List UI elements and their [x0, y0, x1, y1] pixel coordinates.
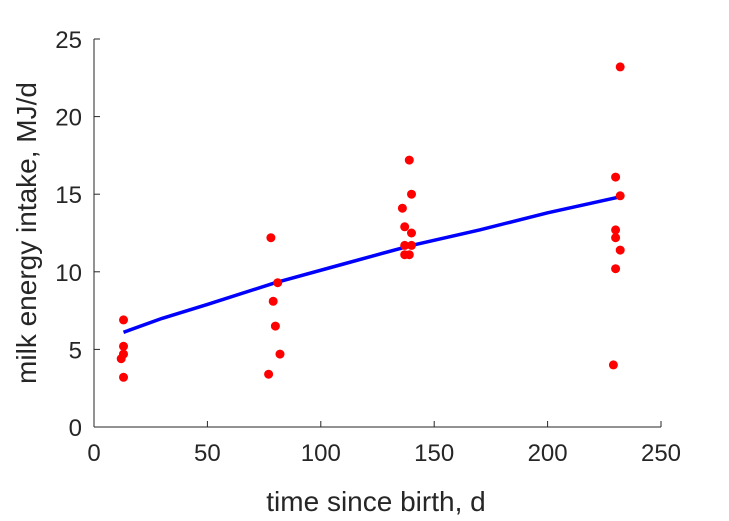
data-point	[611, 225, 621, 235]
data-point	[404, 250, 414, 260]
x-tick-label: 100	[301, 440, 341, 467]
data-point	[400, 222, 410, 232]
data-point	[119, 315, 128, 325]
data-point	[608, 360, 618, 370]
data-point	[611, 264, 621, 274]
y-tick-label: 10	[55, 260, 82, 287]
y-tick-label: 0	[69, 415, 82, 442]
data-points	[116, 62, 625, 382]
data-point	[119, 349, 128, 359]
data-point	[404, 155, 414, 165]
fit-lines	[122, 195, 619, 334]
data-point	[400, 240, 410, 250]
x-tick-label: 50	[194, 440, 221, 467]
data-point	[275, 349, 285, 359]
data-point	[268, 296, 278, 306]
x-tick-label: 150	[414, 440, 454, 467]
data-point	[397, 203, 407, 213]
x-axis-label: time since birth, d	[266, 486, 485, 517]
y-axis-label: milk energy intake, MJ/d	[11, 82, 42, 384]
data-point	[119, 341, 128, 351]
x-axis-ticks: 0 50 100 150 200 250	[87, 421, 681, 467]
data-point	[611, 172, 621, 182]
data-point	[407, 189, 416, 199]
data-point	[264, 369, 274, 379]
data-point	[119, 372, 128, 382]
data-point	[270, 321, 280, 331]
data-point	[266, 233, 276, 243]
data-point	[611, 233, 621, 243]
y-tick-label: 25	[55, 27, 82, 54]
y-tick-label: 20	[55, 105, 82, 132]
y-axis-ticks: 0 5 10 15 20 25	[55, 27, 100, 442]
data-point	[273, 278, 283, 288]
x-tick-label: 200	[528, 440, 568, 467]
data-point	[407, 240, 416, 250]
data-point	[615, 62, 625, 72]
axes	[93, 39, 661, 428]
y-tick-label: 15	[55, 182, 82, 209]
data-point	[407, 228, 416, 238]
data-point	[615, 191, 625, 201]
x-tick-label: 250	[641, 440, 681, 467]
x-tick-label: 0	[87, 440, 100, 467]
fit-line	[122, 195, 619, 334]
data-point	[615, 245, 625, 255]
y-tick-label: 5	[69, 337, 82, 364]
